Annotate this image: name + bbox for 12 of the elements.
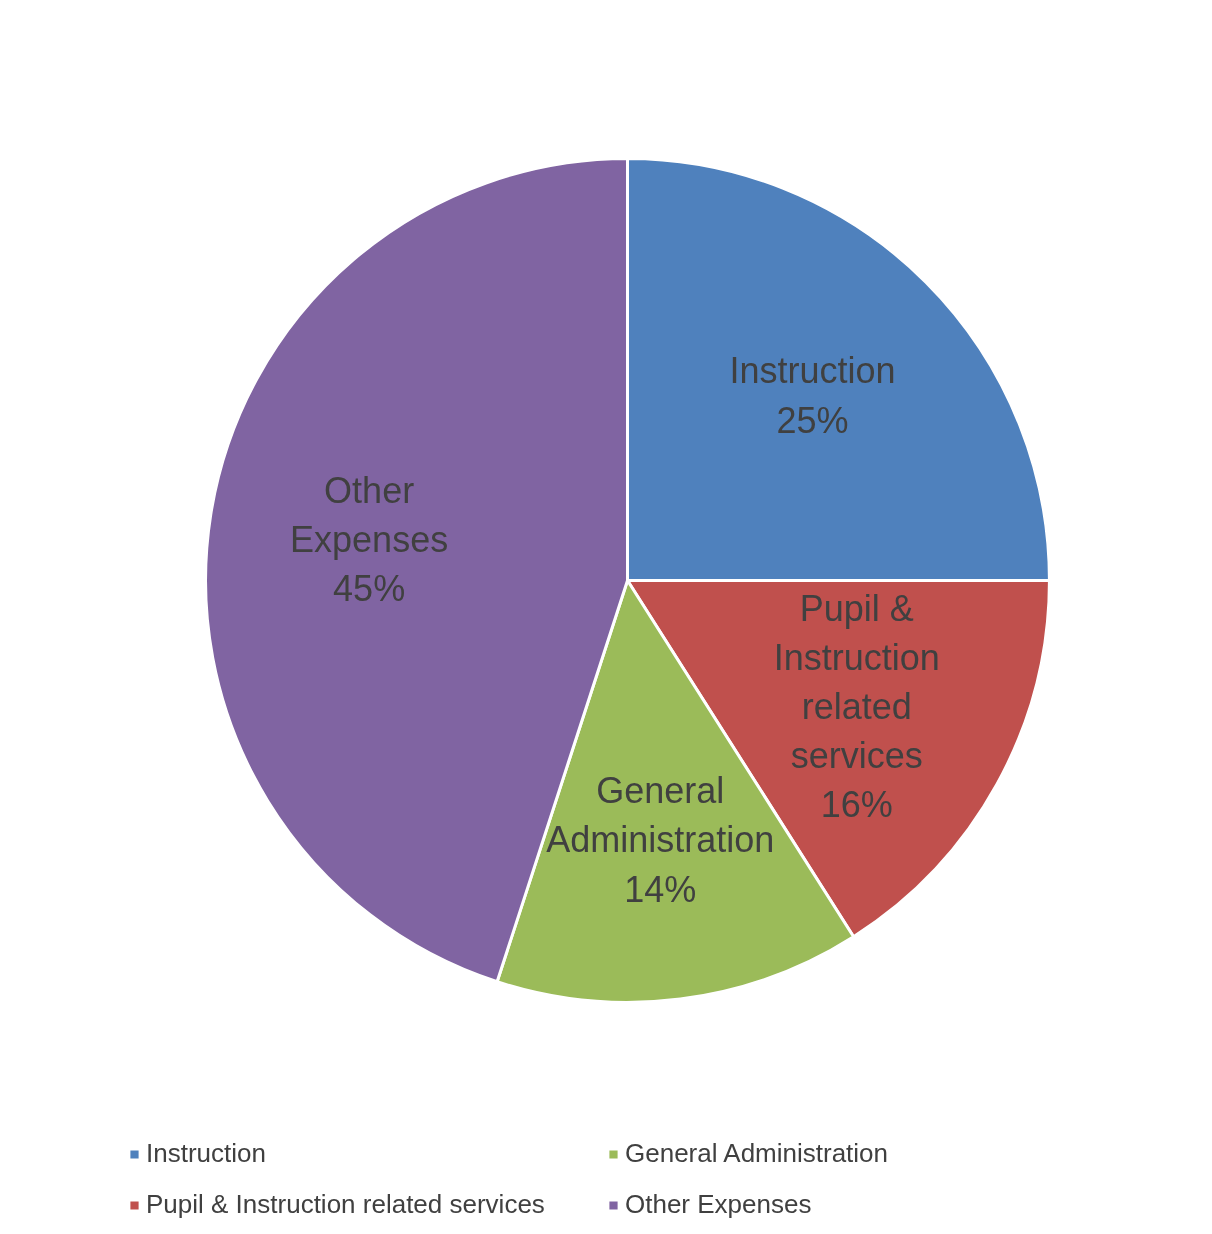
slice-label: Other Expenses [290,469,449,561]
slice-label: Instruction [729,350,896,392]
slice-label: General Administration [546,770,775,861]
legend-label: General Administration [625,1138,890,1169]
legend-label: Other Expenses [625,1189,813,1220]
slice-label: Pupil & Instruction related services [773,587,940,777]
data-label: 16% [820,784,893,826]
data-label: 14% [624,868,697,910]
data-label: 45% [333,568,406,610]
data-label: 25% [776,399,849,441]
legend-label: Pupil & Instruction related services [146,1189,546,1220]
legend-label: Instruction [146,1138,267,1169]
